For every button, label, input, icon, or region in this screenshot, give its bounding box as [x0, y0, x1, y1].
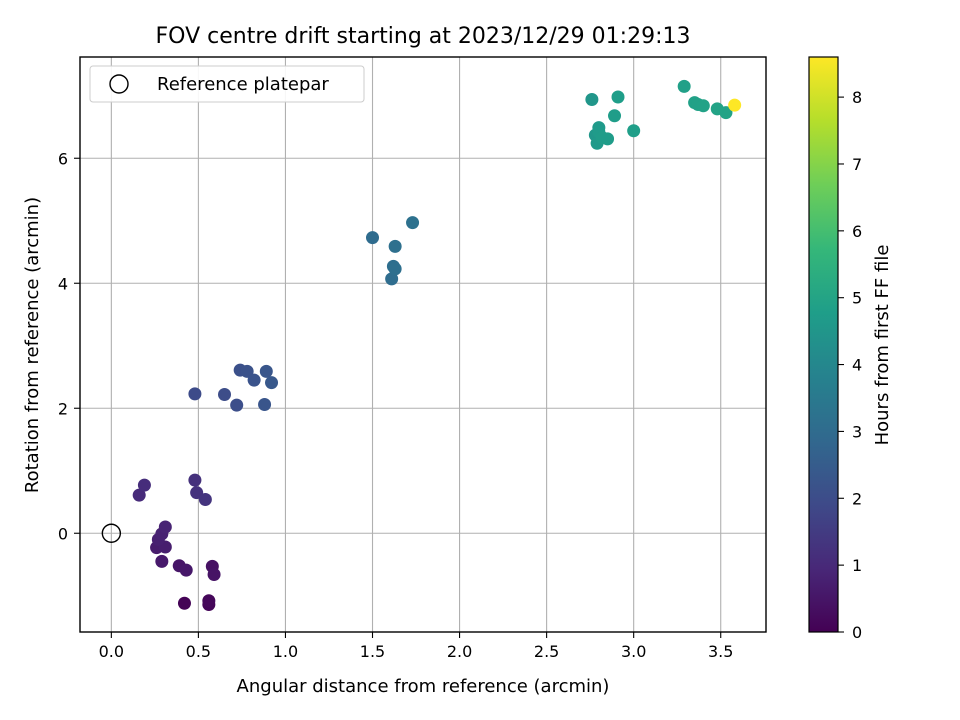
colorbar-tick-label: 2 [852, 489, 862, 508]
data-point [198, 493, 212, 506]
x-tick-label: 3.5 [708, 642, 733, 661]
colorbar-tick-label: 4 [852, 356, 862, 375]
colorbar-tick-label: 7 [852, 155, 862, 174]
x-tick-label: 0.5 [186, 642, 211, 661]
data-point [696, 99, 710, 113]
data-point [230, 398, 244, 412]
data-point [608, 109, 622, 123]
x-tick-label: 3.0 [621, 642, 646, 661]
data-point [202, 594, 216, 608]
colorbar-tick-label: 5 [852, 289, 862, 308]
data-point [190, 486, 204, 500]
data-points [101, 79, 742, 611]
colorbar [808, 56, 839, 633]
data-point [388, 262, 402, 276]
colorbar-tick-label: 3 [852, 422, 862, 441]
data-point [258, 398, 272, 411]
x-tick-label: 2.0 [447, 642, 472, 661]
x-tick-label: 1.5 [360, 642, 385, 661]
colorbar-tick-label: 1 [852, 556, 862, 575]
data-point [218, 388, 232, 401]
legend-label: Reference platepar [157, 74, 329, 95]
plot-frame [79, 56, 767, 633]
x-axis-label: Angular distance from reference (arcmin) [237, 676, 610, 697]
chart-title: FOV centre drift starting at 2023/12/29 … [156, 24, 691, 49]
colorbar-ticks: 0 1 2 3 4 5 6 7 8 [838, 88, 862, 642]
data-point [247, 373, 261, 387]
data-point [611, 90, 625, 104]
data-point [719, 106, 733, 120]
data-point [677, 79, 691, 93]
data-point [240, 364, 254, 378]
y-axis-label: Rotation from reference (arcmin) [22, 197, 43, 493]
data-point [265, 376, 279, 390]
data-point [155, 554, 169, 568]
data-point [188, 473, 202, 487]
y-tick-label: 4 [58, 274, 68, 293]
data-point [601, 132, 615, 146]
y-axis-ticks: 0 2 4 6 [58, 149, 80, 543]
data-point [188, 387, 202, 401]
x-tick-label: 1.0 [273, 642, 298, 661]
colorbar-label: Hours from first FF file [872, 245, 893, 446]
x-tick-label: 0.0 [99, 642, 124, 661]
legend: Reference platepar [89, 65, 365, 103]
data-point [177, 596, 191, 610]
colorbar-tick-label: 8 [852, 88, 862, 107]
reference-marker [101, 523, 122, 543]
data-point [207, 568, 221, 581]
data-point [585, 93, 599, 106]
colorbar-tick-label: 0 [852, 623, 862, 642]
data-point [385, 272, 399, 286]
data-point [627, 124, 641, 138]
legend-marker [109, 74, 129, 94]
x-axis-ticks: 0.0 0.5 1.0 1.5 2.0 2.5 3.0 3.5 [99, 632, 733, 661]
grid [80, 57, 766, 632]
data-point [158, 520, 172, 534]
data-point [366, 231, 380, 245]
x-tick-label: 2.5 [534, 642, 559, 661]
y-tick-label: 6 [58, 149, 68, 168]
data-point [179, 563, 193, 577]
data-point [137, 478, 151, 492]
data-point [132, 488, 146, 502]
data-point [259, 364, 273, 378]
y-tick-label: 2 [58, 399, 68, 418]
data-point [406, 216, 420, 230]
y-tick-label: 0 [58, 524, 68, 543]
data-point [728, 98, 742, 112]
data-point [388, 239, 402, 253]
legend-box [89, 65, 365, 103]
colorbar-tick-label: 6 [852, 222, 862, 241]
